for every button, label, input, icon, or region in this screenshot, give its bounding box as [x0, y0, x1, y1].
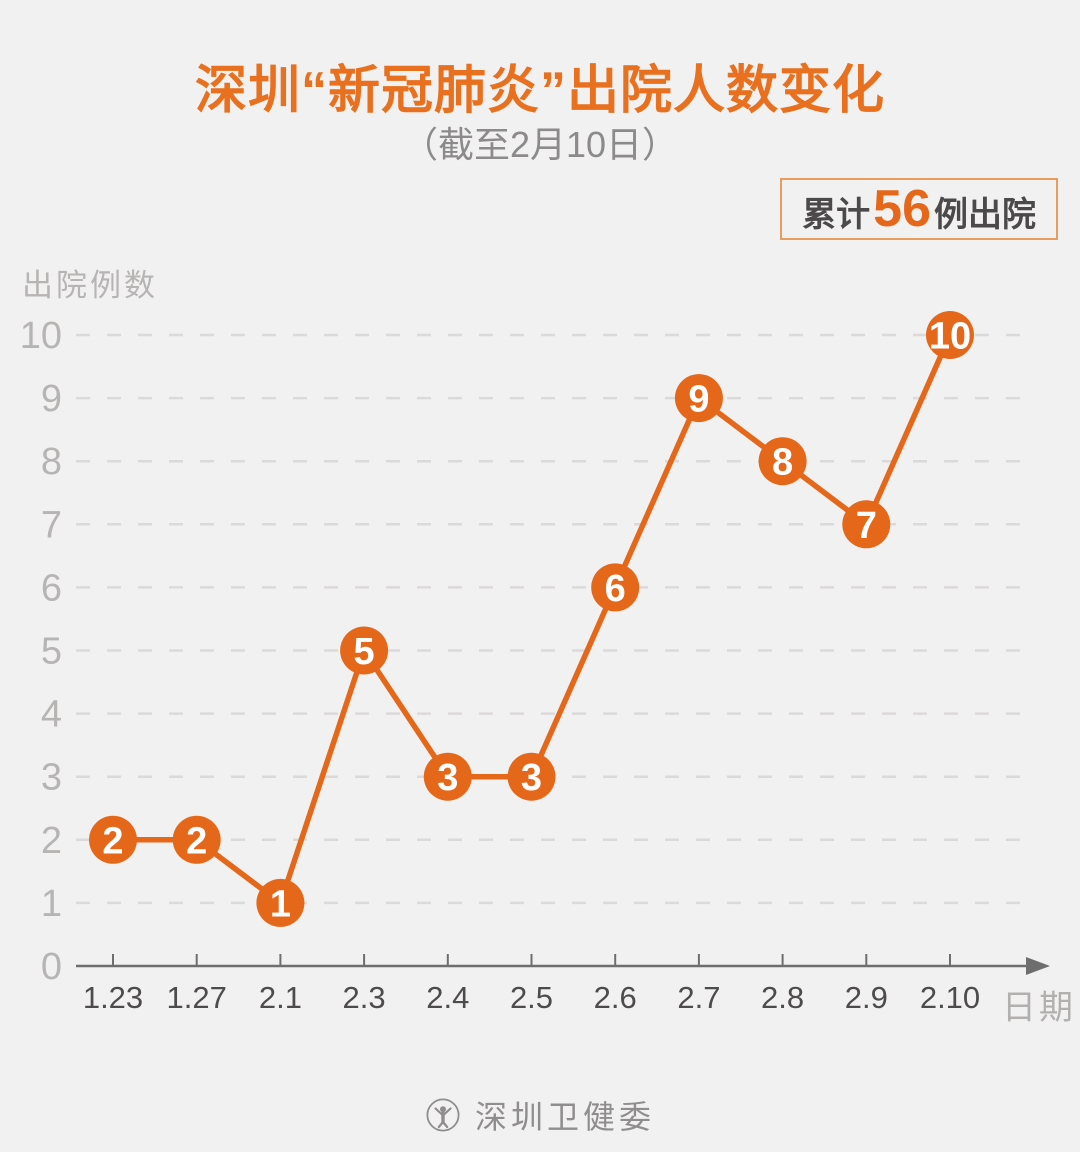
page-subtitle: （截至2月10日） — [401, 124, 679, 165]
badge-prefix: 累计 — [802, 196, 871, 234]
data-point-2.3 — [340, 626, 389, 675]
footer: 深圳卫健委 — [0, 1092, 1080, 1138]
data-point-value-2.9: 7 — [856, 505, 877, 547]
data-point-value-2.3: 5 — [354, 631, 375, 673]
data-point-value-2.8: 8 — [772, 442, 793, 484]
badge-count: 56 — [873, 180, 931, 238]
y-tick-label-3: 3 — [41, 757, 62, 799]
y-tick-label-9: 9 — [41, 378, 62, 420]
data-point-value-2.1: 1 — [270, 883, 291, 925]
y-axis-title: 出院例数 — [22, 268, 158, 303]
data-point-1.27 — [172, 815, 221, 864]
data-point-value-1.23: 2 — [102, 820, 123, 862]
badge-suffix: 例出院 — [934, 196, 1036, 234]
data-point-2.10 — [926, 311, 974, 359]
data-point-value-2.4: 3 — [437, 757, 458, 799]
x-tick-label-2.7: 2.7 — [677, 980, 720, 1015]
shenzhen-whc-seal-icon — [426, 1098, 460, 1132]
x-axis-arrow-icon — [1026, 957, 1050, 975]
footer-org-name: 深圳卫健委 — [474, 1099, 655, 1135]
data-point-2.9 — [842, 500, 891, 549]
x-tick-label-2.4: 2.4 — [426, 980, 469, 1015]
data-point-value-1.27: 2 — [186, 820, 207, 862]
y-tick-label-4: 4 — [41, 694, 62, 736]
x-tick-label-2.5: 2.5 — [510, 980, 553, 1015]
page-title: 深圳“新冠肺炎”出院人数变化 — [194, 62, 885, 120]
y-tick-label-8: 8 — [41, 441, 62, 483]
x-axis-title: 日期 — [1002, 989, 1076, 1027]
x-tick-label-2.9: 2.9 — [845, 980, 888, 1015]
x-tick-label-2.8: 2.8 — [761, 980, 804, 1015]
data-point-2.4 — [423, 752, 472, 801]
y-tick-label-2: 2 — [41, 820, 62, 862]
data-point-2.6 — [591, 563, 640, 612]
data-point-value-2.10: 10 — [929, 316, 971, 358]
x-tick-label-2.10: 2.10 — [920, 980, 980, 1015]
discharge-trend-line — [110, 332, 953, 906]
data-point-1.23 — [89, 815, 137, 864]
data-point-2.7 — [674, 374, 723, 423]
data-point-value-2.5: 3 — [521, 757, 542, 799]
x-tick-label-2.3: 2.3 — [343, 980, 386, 1015]
x-tick-label-2.1: 2.1 — [259, 980, 302, 1015]
y-tick-label-10: 10 — [20, 315, 62, 357]
y-tick-label-5: 5 — [41, 631, 62, 673]
x-tick-label-1.23: 1.23 — [83, 980, 143, 1015]
data-point-2.1 — [256, 878, 305, 927]
cumulative-total-badge: 累计 56 例出院 — [780, 178, 1058, 240]
x-tick-label-1.27: 1.27 — [167, 980, 227, 1015]
y-tick-label-1: 1 — [41, 883, 62, 925]
data-point-value-2.7: 9 — [688, 379, 709, 421]
y-tick-label-6: 6 — [41, 567, 62, 609]
x-tick-label-2.6: 2.6 — [594, 980, 637, 1015]
y-tick-label-0: 0 — [41, 946, 62, 988]
data-point-2.5 — [507, 752, 556, 801]
data-point-value-2.6: 6 — [605, 568, 626, 610]
y-tick-label-7: 7 — [41, 504, 62, 546]
data-point-2.8 — [758, 437, 807, 486]
